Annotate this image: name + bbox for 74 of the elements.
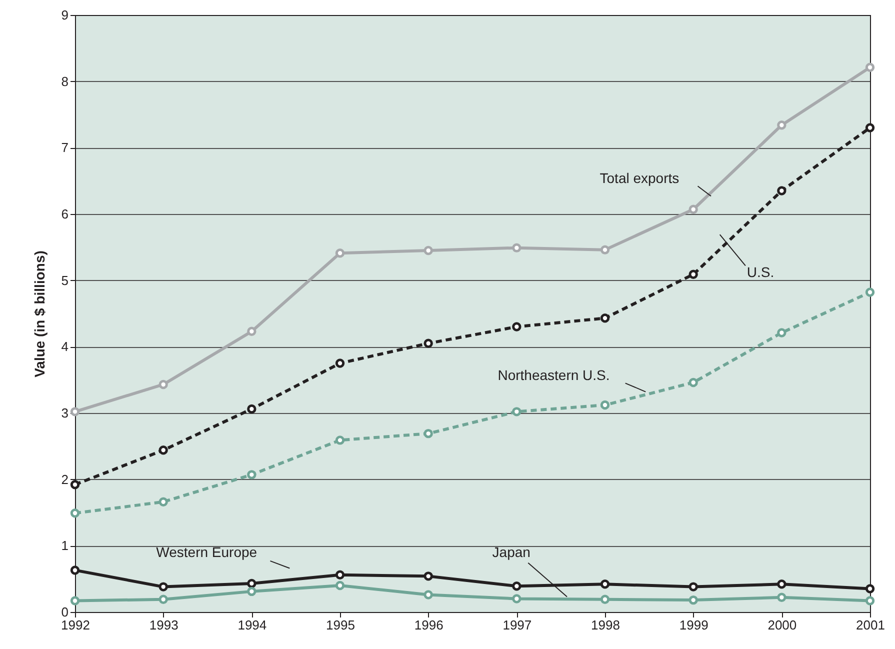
x-tick-label: 2000	[768, 618, 797, 632]
point	[600, 314, 610, 323]
y-tick-label: 3	[61, 406, 68, 420]
y-tick-label: 8	[61, 74, 68, 89]
point	[158, 380, 168, 390]
point	[512, 594, 522, 604]
point	[158, 582, 168, 592]
text: U.S.	[746, 264, 774, 280]
point	[865, 62, 875, 72]
point	[335, 248, 345, 258]
point	[70, 596, 80, 606]
point	[865, 288, 875, 297]
y-tick-label: 7	[61, 140, 68, 156]
point	[424, 590, 433, 600]
point	[424, 572, 433, 581]
x-tick-label: 1997	[502, 618, 532, 632]
point	[777, 592, 786, 602]
x-tick-label: 1995	[326, 618, 355, 632]
point	[247, 404, 256, 414]
x-tick-label: 1999	[679, 618, 708, 632]
point	[335, 570, 345, 580]
point	[688, 270, 698, 279]
y-tick-label: 6	[61, 206, 68, 222]
x-tick-label: 1994	[238, 618, 267, 632]
x-tick-label: 1998	[591, 618, 620, 632]
point	[158, 594, 168, 604]
point	[335, 436, 345, 445]
point	[512, 243, 522, 252]
point	[600, 400, 610, 410]
point	[247, 326, 256, 336]
point	[865, 123, 875, 132]
series-label: Northeastern U.S.	[498, 366, 610, 383]
point	[688, 378, 698, 388]
point	[688, 204, 698, 214]
y-axis-title: Value (in $ billions)	[31, 250, 48, 378]
y-tick-label: 0	[61, 604, 68, 620]
x-tick-label: 2001	[856, 618, 885, 632]
point	[335, 358, 345, 368]
point	[777, 186, 786, 196]
point	[424, 338, 433, 348]
point	[777, 328, 786, 338]
point	[247, 578, 256, 588]
point	[70, 566, 80, 575]
y-tick-label: 1	[61, 538, 68, 554]
point	[688, 582, 698, 592]
point	[512, 322, 522, 332]
point	[424, 428, 433, 438]
y-tick-label: 9	[61, 8, 68, 22]
point	[865, 596, 875, 606]
point	[688, 595, 698, 605]
point	[158, 497, 168, 506]
x-tick-label: 1996	[414, 618, 444, 632]
point	[777, 580, 786, 589]
y-tick-label: 2	[61, 472, 68, 487]
x-tick-label: 1992	[61, 618, 90, 632]
x-tick-label: 1993	[149, 618, 178, 632]
point	[600, 580, 610, 589]
point	[247, 586, 256, 596]
y-tick-label: 4	[61, 339, 68, 354]
point	[335, 580, 345, 590]
text: Japan	[492, 544, 530, 560]
point	[512, 407, 522, 416]
point	[158, 446, 168, 455]
series-label: Western Europe	[156, 544, 258, 560]
y-tick-label: 5	[61, 272, 68, 288]
point	[70, 508, 80, 518]
point	[865, 584, 875, 594]
point	[600, 594, 610, 604]
series-label: Total exports	[600, 170, 680, 186]
point	[512, 582, 522, 591]
point	[600, 245, 610, 254]
point	[247, 470, 256, 480]
point	[777, 120, 786, 130]
point	[424, 246, 433, 256]
